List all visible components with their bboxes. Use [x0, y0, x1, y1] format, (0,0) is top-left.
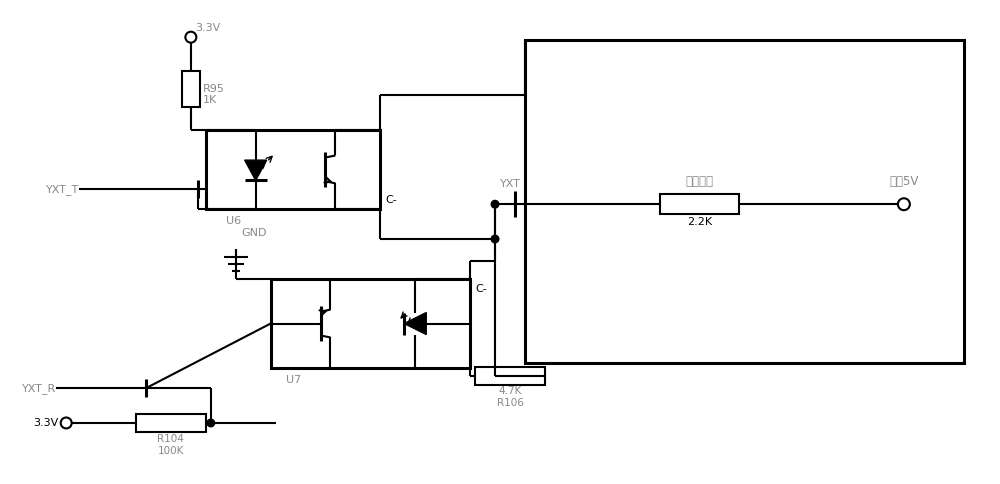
Circle shape	[491, 235, 499, 243]
Text: 2.2K: 2.2K	[687, 217, 712, 227]
Text: 4.7K: 4.7K	[498, 386, 522, 396]
Circle shape	[491, 200, 499, 208]
Text: U6: U6	[226, 216, 241, 226]
Bar	[206, 130, 380, 209]
Text: 1K: 1K	[203, 95, 217, 105]
Text: 3.3V: 3.3V	[195, 23, 220, 33]
Text: YXT: YXT	[500, 180, 520, 189]
Text: R104: R104	[157, 434, 184, 444]
Text: YXT_T: YXT_T	[46, 184, 79, 195]
Text: 外接电阻: 外接电阻	[685, 175, 713, 188]
Text: 3.3V: 3.3V	[33, 418, 58, 428]
Bar	[475, 367, 545, 385]
Text: R106: R106	[497, 398, 523, 408]
Text: U7: U7	[286, 375, 301, 385]
Text: R95: R95	[203, 84, 225, 94]
Text: 100K: 100K	[158, 446, 184, 456]
Polygon shape	[404, 313, 426, 334]
Polygon shape	[245, 160, 267, 181]
Circle shape	[207, 419, 215, 427]
Bar	[271, 279, 470, 368]
Text: 外接5V: 外接5V	[889, 175, 919, 188]
Text: C-: C-	[475, 284, 487, 294]
Bar	[525, 40, 964, 363]
Text: C-: C-	[385, 195, 397, 205]
Bar	[136, 414, 206, 432]
Bar	[182, 71, 200, 107]
Text: YXT_R: YXT_R	[22, 383, 56, 393]
Text: GND: GND	[242, 228, 267, 238]
Bar	[660, 194, 739, 214]
